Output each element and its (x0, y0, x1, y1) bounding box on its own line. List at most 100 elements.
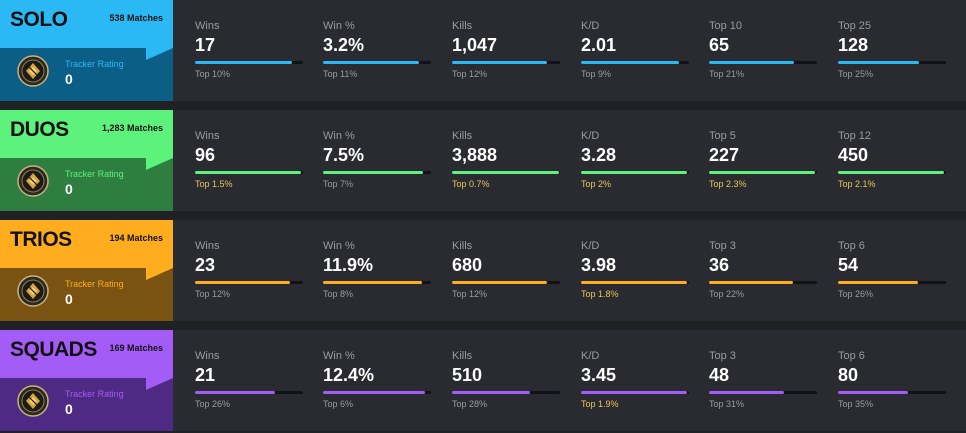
tracker-rating-badge-icon (17, 165, 49, 197)
stat-percentile-rank: Top 1.5% (195, 179, 233, 189)
percentile-bar (838, 391, 946, 394)
mode-header-notch (146, 36, 173, 60)
stat-value: 3.45 (581, 365, 617, 385)
stat-k-d: K/D 2.01 Top 9% (581, 0, 691, 101)
stat-label: Wins (195, 20, 220, 32)
stat-percentile-rank: Top 0.7% (452, 179, 490, 189)
percentile-bar (709, 61, 817, 64)
mode-header-notch (146, 256, 173, 280)
stat-kills: Kills 680 Top 12% (452, 220, 562, 321)
percentile-bar-fill (709, 391, 784, 394)
stat-label: Top 5 (709, 130, 736, 142)
mode-match-count: 1,283 Matches (101, 123, 163, 133)
stat-k-d: K/D 3.45 Top 1.9% (581, 330, 691, 431)
tracker-rating-label: Tracker Rating (65, 59, 124, 69)
percentile-bar (195, 171, 303, 174)
stat-label: Wins (195, 130, 220, 142)
stat-value: 1,047 (452, 35, 498, 55)
stat-wins: Wins 96 Top 1.5% (195, 110, 305, 211)
percentile-bar-fill (452, 171, 559, 174)
stat-value: 227 (709, 145, 740, 165)
percentile-bar-fill (709, 61, 794, 64)
stat-percentile-rank: Top 1.8% (581, 289, 619, 299)
percentile-bar (838, 171, 946, 174)
stat-value: 36 (709, 255, 730, 275)
stat-percentile-rank: Top 26% (195, 399, 231, 409)
stat-percentile-rank: Top 10% (195, 69, 231, 79)
stat-value: 12.4% (323, 365, 375, 385)
stat-top-25: Top 25 128 Top 25% (838, 0, 948, 101)
stat-top-6: Top 6 54 Top 26% (838, 220, 948, 321)
stat-percentile-rank: Top 25% (838, 69, 874, 79)
stat-value: 3,888 (452, 145, 498, 165)
percentile-bar (323, 171, 431, 174)
percentile-bar (452, 61, 560, 64)
stat-label: Win % (323, 20, 355, 32)
stat-win: Win % 11.9% Top 8% (323, 220, 433, 321)
stat-value: 128 (838, 35, 869, 55)
percentile-bar (195, 61, 303, 64)
percentile-bar (838, 61, 946, 64)
stat-label: Top 3 (709, 240, 736, 252)
stat-label: Kills (452, 20, 473, 32)
stat-win: Win % 12.4% Top 6% (323, 330, 433, 431)
percentile-bar-fill (838, 281, 918, 284)
percentile-bar-fill (195, 281, 290, 284)
percentile-bar (709, 281, 817, 284)
stat-percentile-rank: Top 26% (838, 289, 874, 299)
percentile-bar-fill (709, 281, 793, 284)
stat-k-d: K/D 3.28 Top 2% (581, 110, 691, 211)
stat-top-10: Top 10 65 Top 21% (709, 0, 819, 101)
mode-match-count: 169 Matches (109, 343, 163, 353)
percentile-bar (838, 281, 946, 284)
percentile-bar (323, 391, 431, 394)
stat-value: 3.98 (581, 255, 617, 275)
stat-value: 23 (195, 255, 216, 275)
stat-percentile-rank: Top 12% (452, 289, 488, 299)
stat-percentile-rank: Top 12% (452, 69, 488, 79)
percentile-bar (581, 171, 689, 174)
stat-percentile-rank: Top 2% (581, 179, 612, 189)
percentile-bar-fill (838, 391, 908, 394)
stat-wins: Wins 17 Top 10% (195, 0, 305, 101)
mode-card-duos: DUOS 1,283 Matches Tracker Rating 0 Wins 96 To… (0, 110, 966, 211)
mode-header-panel: DUOS 1,283 Matches Tracker Rating 0 (0, 110, 173, 211)
stat-percentile-rank: Top 2.3% (709, 179, 747, 189)
stat-label: Win % (323, 240, 355, 252)
stat-value: 7.5% (323, 145, 365, 165)
stat-percentile-rank: Top 11% (323, 69, 358, 79)
stat-label: Kills (452, 350, 473, 362)
percentile-bar (581, 391, 689, 394)
tracker-rating-label: Tracker Rating (65, 279, 124, 289)
percentile-bar (709, 391, 817, 394)
stat-label: Wins (195, 240, 220, 252)
stat-label: K/D (581, 20, 600, 32)
tracker-rating-label: Tracker Rating (65, 169, 124, 179)
stat-value: 11.9% (323, 255, 374, 275)
percentile-bar-fill (452, 61, 547, 64)
stat-label: Kills (452, 130, 473, 142)
mode-card-squads: SQUADS 169 Matches Tracker Rating 0 Wins 21 To… (0, 330, 966, 431)
mode-name: SQUADS (10, 338, 97, 361)
stat-label: K/D (581, 240, 600, 252)
mode-match-count: 538 Matches (109, 13, 163, 23)
percentile-bar (323, 281, 431, 284)
mode-header-top (0, 220, 173, 268)
stat-top-6: Top 6 80 Top 35% (838, 330, 948, 431)
percentile-bar (581, 61, 689, 64)
stat-kills: Kills 510 Top 28% (452, 330, 562, 431)
percentile-bar-fill (195, 391, 275, 394)
stat-top-3: Top 3 48 Top 31% (709, 330, 819, 431)
stat-value: 17 (195, 35, 216, 55)
tracker-rating-value: 0 (65, 181, 73, 197)
percentile-bar-fill (838, 61, 919, 64)
percentile-bar-fill (323, 391, 425, 394)
percentile-bar-fill (581, 171, 687, 174)
stat-top-5: Top 5 227 Top 2.3% (709, 110, 819, 211)
percentile-bar (581, 281, 689, 284)
stat-value: 21 (195, 365, 216, 385)
mode-name: SOLO (10, 8, 68, 31)
tracker-rating-value: 0 (65, 401, 73, 417)
stat-percentile-rank: Top 7% (323, 179, 354, 189)
